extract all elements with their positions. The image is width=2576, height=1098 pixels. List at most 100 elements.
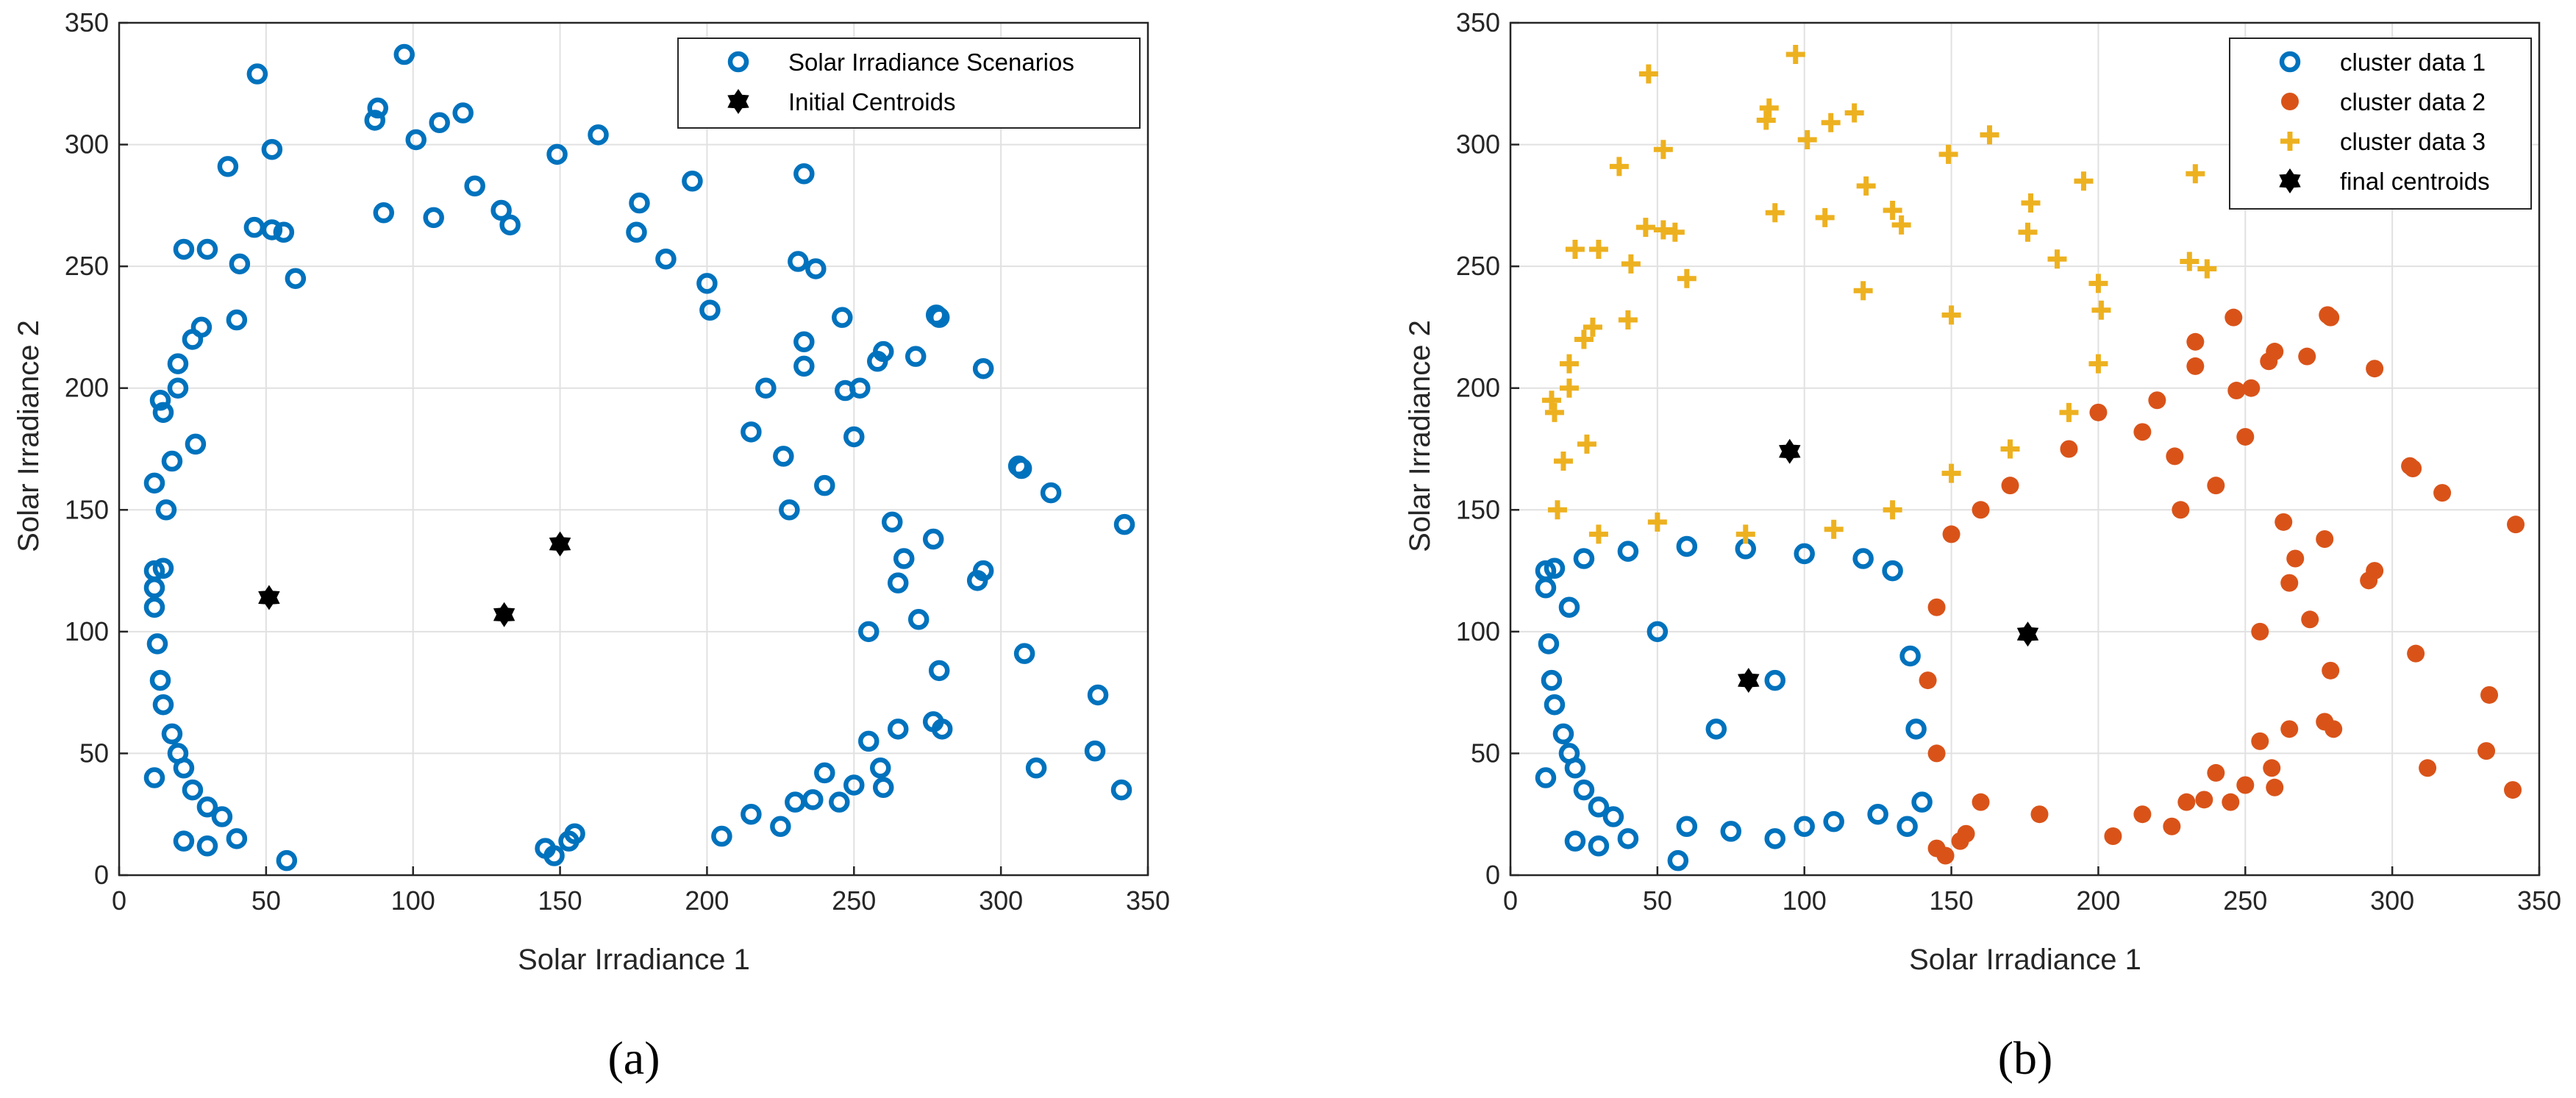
data-point <box>2263 759 2281 777</box>
y-tick-label: 250 <box>65 251 109 281</box>
data-point <box>755 377 777 399</box>
data-point <box>1823 810 1844 833</box>
data-point <box>2207 477 2225 495</box>
y-tick-label: 0 <box>94 860 109 890</box>
data-point <box>832 307 853 328</box>
data-point <box>893 548 915 569</box>
data-point <box>1844 103 1864 123</box>
data-point <box>2242 379 2261 397</box>
data-point <box>1653 140 1673 160</box>
data-point <box>2251 732 2269 750</box>
data-point <box>1583 317 1602 337</box>
x-tick-label: 250 <box>2223 885 2267 916</box>
data-point <box>143 577 165 599</box>
axes-frame <box>1509 21 2541 877</box>
data-point <box>1821 113 1841 132</box>
data-point <box>2274 513 2293 531</box>
data-point <box>2088 274 2108 293</box>
data-point <box>2074 171 2094 191</box>
panel-b: Solar Irradiance 1 Solar Irradiance 2 (b… <box>1404 7 2561 1084</box>
data-point <box>276 849 298 871</box>
data-point <box>1891 215 1911 235</box>
data-point <box>2133 805 2152 824</box>
x-axis-label: Solar Irradiance 1 <box>1909 944 2141 976</box>
data-point <box>928 307 950 328</box>
y-tick-label: 300 <box>65 129 109 160</box>
data-point <box>779 499 800 521</box>
data-point <box>373 202 394 224</box>
data-point <box>867 351 888 372</box>
data-point <box>535 838 556 859</box>
data-point <box>2133 423 2152 441</box>
data-point <box>1765 203 1785 223</box>
data-point <box>1552 723 1574 745</box>
legend: cluster data 1 cluster data 2 cluster data… <box>2229 38 2532 210</box>
data-point <box>185 433 207 455</box>
x-tick-label: 150 <box>538 885 582 916</box>
data-point <box>1927 598 1946 616</box>
y-tick-label: 100 <box>1456 616 1500 646</box>
y-tick-label: 150 <box>1456 494 1500 524</box>
data-point <box>972 357 994 379</box>
data-point <box>1588 239 1608 259</box>
data-point <box>1883 200 1902 220</box>
y-tick-label: 150 <box>65 494 109 524</box>
data-point <box>711 825 732 847</box>
legend-label: Solar Irradiance Scenarios <box>788 49 1074 76</box>
data-point <box>1647 512 1667 532</box>
data-point <box>2286 549 2305 568</box>
data-point <box>1852 548 1874 569</box>
data-point <box>258 585 280 610</box>
data-point <box>2419 759 2437 777</box>
data-point <box>626 221 647 243</box>
data-point <box>1565 239 1585 259</box>
data-point <box>1635 218 1655 238</box>
series-4 <box>1738 438 2039 694</box>
data-point <box>2322 661 2340 680</box>
data-point <box>367 97 388 119</box>
data-point <box>2404 459 2422 477</box>
x-tick-label: 350 <box>2517 885 2561 916</box>
data-point <box>1794 816 1815 838</box>
data-point <box>835 379 856 402</box>
data-point <box>1544 402 1564 422</box>
data-point <box>549 531 571 557</box>
data-point <box>785 791 806 813</box>
data-point <box>2407 644 2425 663</box>
data-point <box>2298 347 2316 366</box>
data-point <box>966 570 988 591</box>
data-point <box>1735 524 1755 544</box>
data-points <box>1535 45 2525 871</box>
data-point <box>261 219 283 240</box>
y-tick-label: 50 <box>1471 738 1500 768</box>
data-point <box>870 757 891 779</box>
x-tick-label: 50 <box>251 885 281 916</box>
data-point <box>2325 720 2343 738</box>
x-tick-label: 250 <box>832 885 876 916</box>
data-point <box>1824 519 1844 539</box>
data-point <box>2322 308 2340 327</box>
data-point <box>2001 477 2019 495</box>
data-point <box>2280 720 2299 738</box>
data-point <box>167 353 189 374</box>
data-point <box>143 767 165 788</box>
data-point <box>843 774 865 796</box>
legend-box <box>2229 38 2532 210</box>
legend-marker <box>727 89 749 114</box>
data-point <box>2104 827 2122 846</box>
data-point <box>2021 193 2041 213</box>
data-point <box>1897 816 1918 838</box>
data-point <box>2266 778 2284 796</box>
data-point <box>887 719 909 740</box>
data-point <box>655 248 677 270</box>
data-point <box>843 426 865 448</box>
data-point <box>1541 391 1561 410</box>
data-point <box>588 124 609 146</box>
data-point <box>793 163 815 185</box>
legend-label: final centroids <box>2340 168 2490 195</box>
data-point <box>161 450 183 472</box>
data-point <box>1911 791 1933 813</box>
data-point <box>1588 835 1610 857</box>
data-point <box>173 830 195 852</box>
